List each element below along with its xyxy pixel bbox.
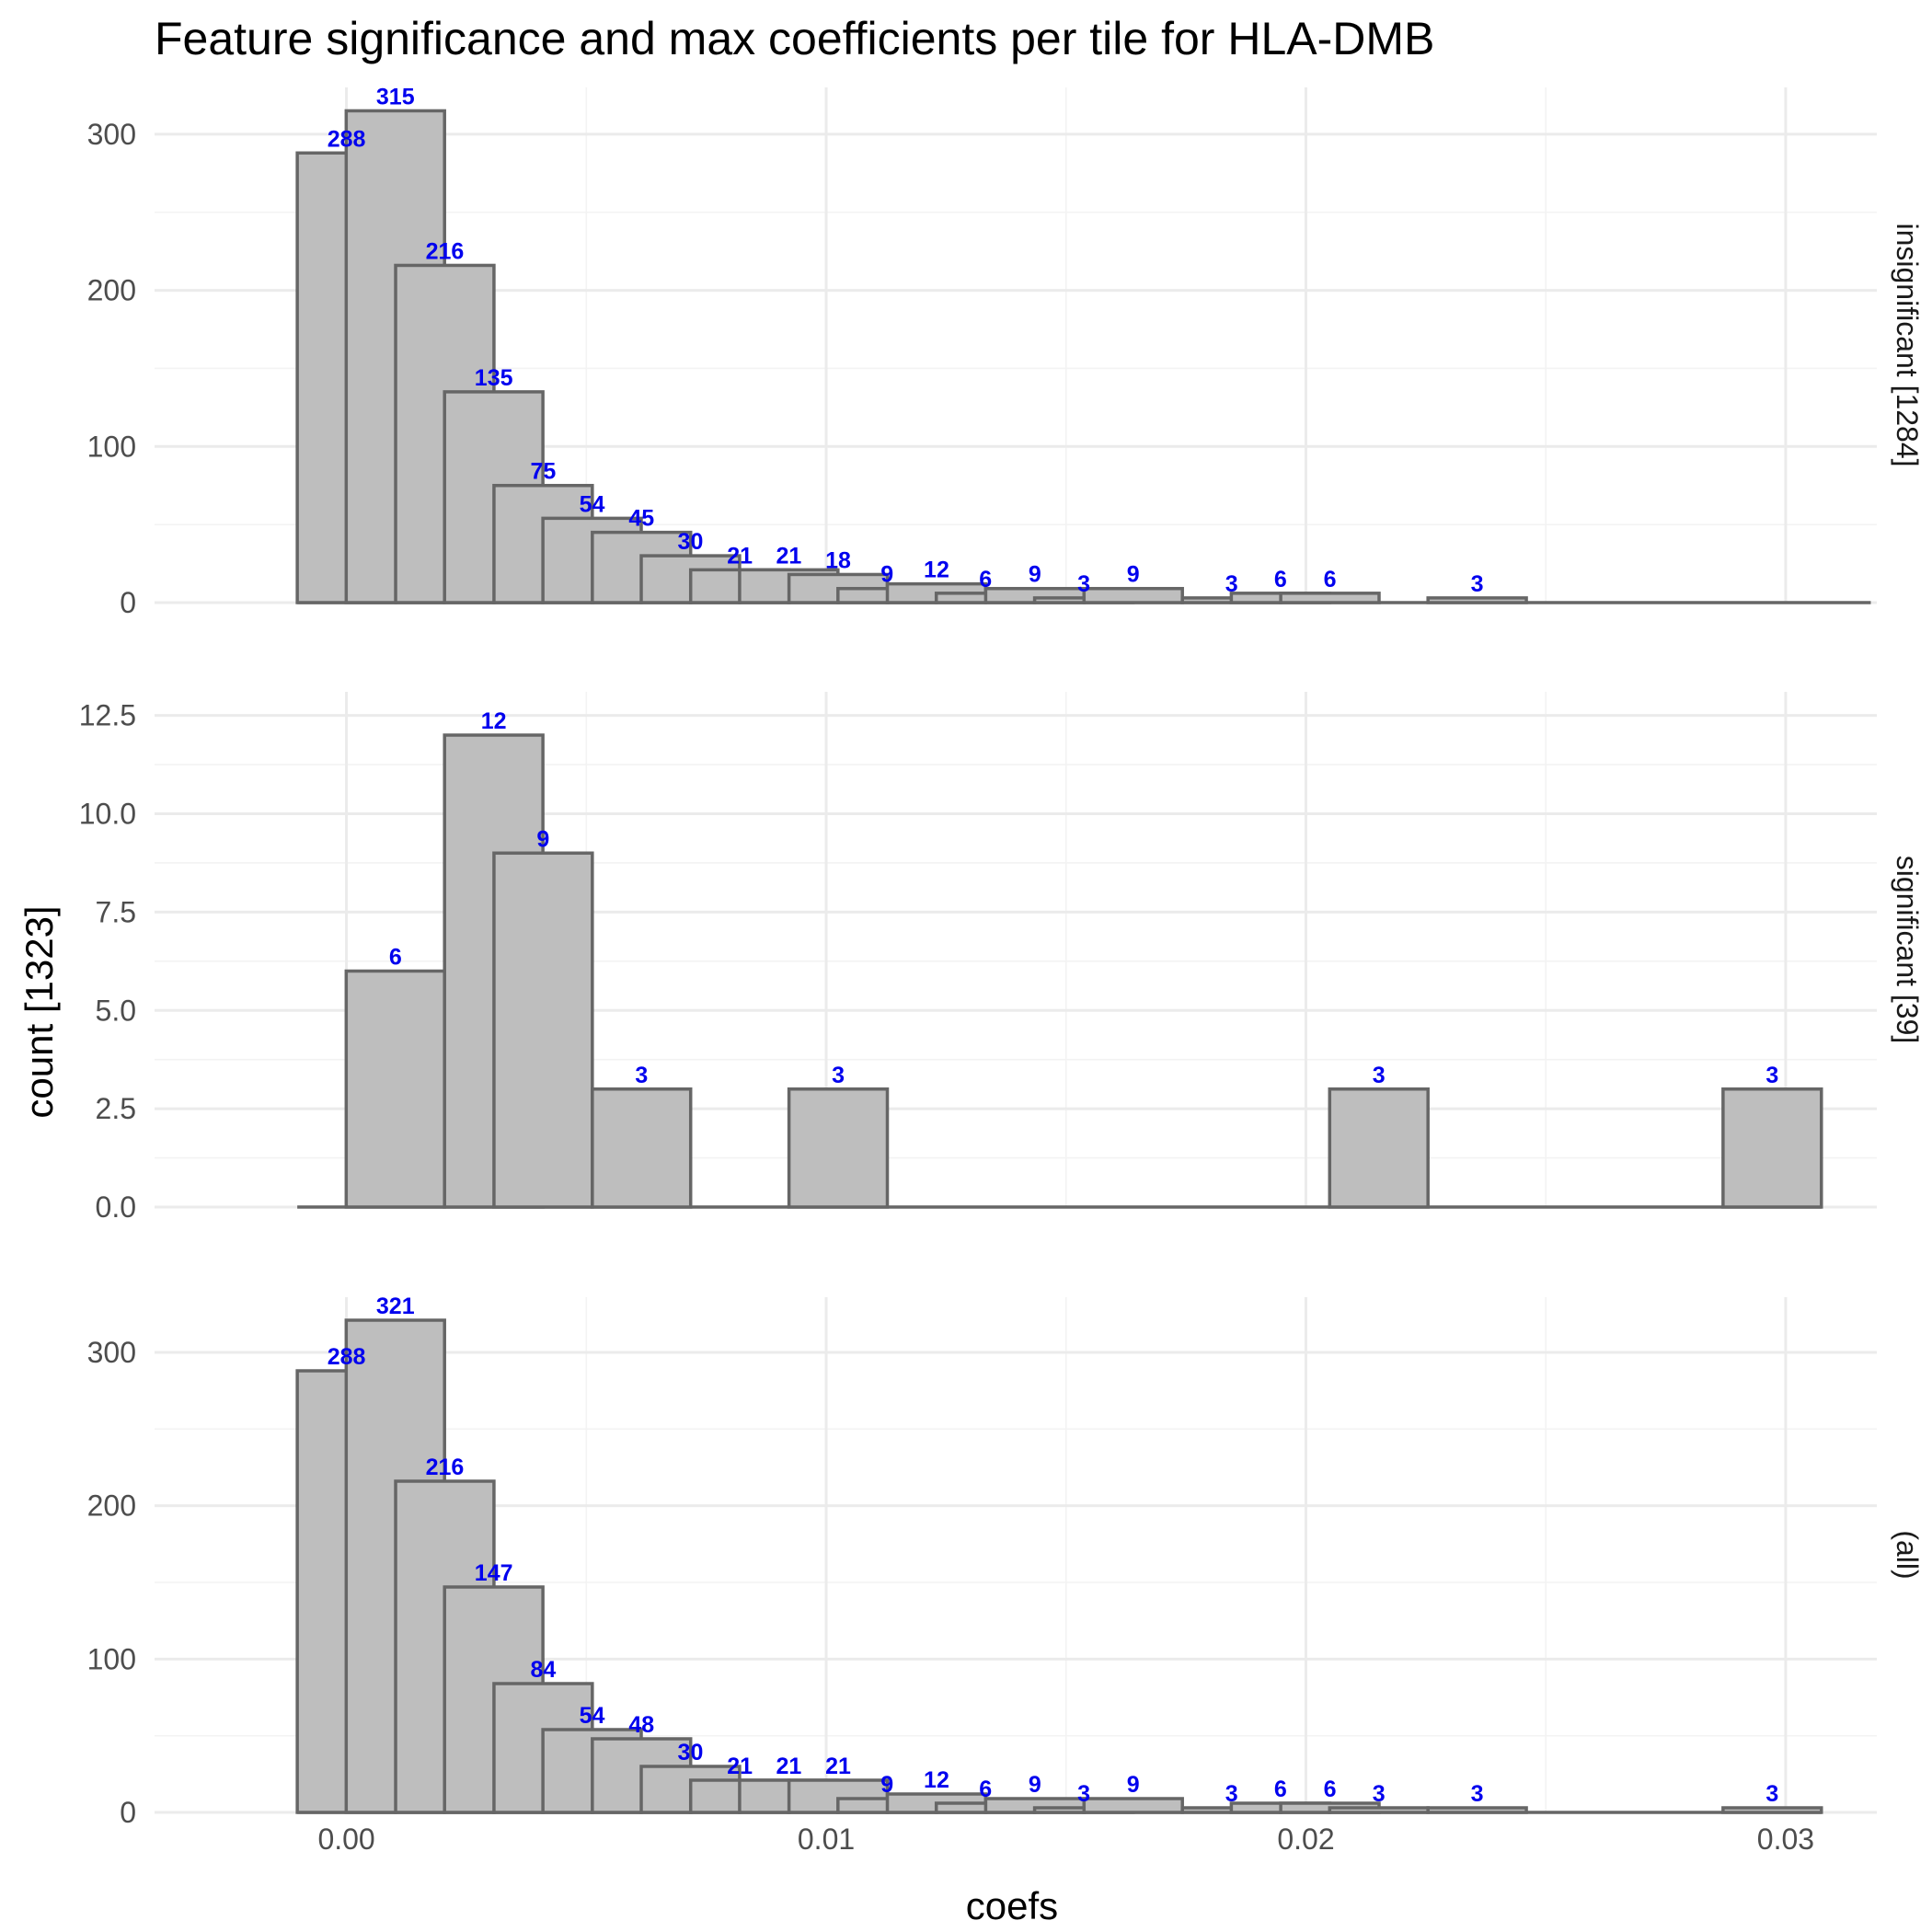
x-tick-label: 0.02 — [1277, 1823, 1334, 1856]
bar-count-label: 30 — [678, 529, 704, 555]
bar-count-label: 3 — [1765, 1781, 1778, 1807]
histogram-bar — [1279, 592, 1381, 604]
y-axis-title: count [1323] — [17, 905, 61, 1118]
histogram-bar — [1721, 1806, 1823, 1814]
bar-count-label: 12 — [481, 708, 507, 734]
bar-count-label: 9 — [880, 1772, 893, 1798]
bar-count-label: 6 — [979, 567, 992, 592]
bar-count-label: 21 — [727, 1754, 753, 1779]
histogram-bar — [492, 851, 594, 1209]
x-axis-title: coefs — [966, 1884, 1058, 1927]
y-tick-label: 5.0 — [96, 994, 136, 1027]
bar-count-label: 54 — [580, 491, 605, 517]
x-tick-label: 0.01 — [798, 1823, 855, 1856]
bar-count-label: 9 — [1127, 562, 1140, 588]
bar-count-label: 3 — [1225, 571, 1238, 597]
bar-count-label: 288 — [328, 126, 366, 152]
facet-strip-label: insignificant [1284] — [1891, 223, 1924, 466]
x-tick-label: 0.00 — [317, 1823, 374, 1856]
bar-count-label: 54 — [580, 1703, 605, 1729]
histogram-bar — [1426, 1806, 1528, 1814]
histogram-bar — [591, 1087, 693, 1209]
bar-count-label: 288 — [328, 1344, 366, 1370]
bar-count-label: 321 — [376, 1294, 415, 1319]
bar-count-label: 45 — [628, 506, 654, 532]
facet-strip-label: (all) — [1891, 1530, 1924, 1579]
histogram-bar — [1082, 586, 1184, 604]
y-tick-label: 300 — [87, 1336, 136, 1369]
bar-count-label: 3 — [1373, 1781, 1386, 1807]
histogram-bar — [1082, 1797, 1184, 1814]
bar-count-label: 3 — [832, 1063, 845, 1088]
bar-count-label: 216 — [426, 1455, 465, 1480]
bar-count-label: 6 — [389, 945, 402, 971]
y-tick-label: 100 — [87, 430, 136, 463]
facet-panel: 0.0 2.5 5.0 7.5 10.0 12.5 6 12 9 3 3 3 3 significant … — [79, 692, 1924, 1224]
facet-panel: 0 100 200 300 288 315 216 135 75 54 45 30 21 21 18 9 12 6… — [87, 84, 1924, 619]
bar-count-label: 3 — [635, 1063, 648, 1088]
bar-count-label: 12 — [924, 558, 949, 583]
histogram-bar — [1721, 1087, 1823, 1209]
bar-count-label: 6 — [1324, 1777, 1337, 1802]
histogram-bar — [787, 1087, 890, 1209]
bar-count-label: 315 — [376, 84, 415, 109]
bar-count-label: 6 — [1274, 567, 1287, 592]
facet-strip-label: significant [39] — [1891, 856, 1924, 1044]
bar-count-label: 3 — [1077, 1781, 1090, 1807]
bar-count-label: 147 — [475, 1560, 513, 1586]
bar-count-label: 6 — [1324, 567, 1337, 592]
bar-count-label: 21 — [776, 1754, 801, 1779]
y-tick-label: 200 — [87, 1489, 136, 1523]
y-tick-label: 200 — [87, 274, 136, 307]
bar-count-label: 48 — [628, 1712, 654, 1738]
bar-count-label: 9 — [880, 562, 893, 588]
histogram-bar — [1328, 1087, 1430, 1209]
bar-count-label: 84 — [530, 1657, 556, 1683]
bar-count-label: 21 — [825, 1754, 851, 1779]
y-tick-label: 100 — [87, 1642, 136, 1675]
bar-count-label: 3 — [1077, 571, 1090, 597]
bar-count-label: 3 — [1765, 1063, 1778, 1088]
bar-count-label: 3 — [1471, 1781, 1484, 1807]
bar-count-label: 9 — [1029, 562, 1041, 588]
y-tick-label: 0.0 — [96, 1190, 136, 1224]
bar-count-label: 21 — [776, 543, 801, 569]
bar-count-label: 6 — [1274, 1777, 1287, 1802]
y-tick-label: 12.5 — [79, 699, 136, 732]
y-tick-label: 7.5 — [96, 895, 136, 928]
bar-count-label: 12 — [924, 1767, 949, 1793]
histogram-bar — [1426, 596, 1528, 604]
bar-count-label: 9 — [1029, 1772, 1041, 1798]
y-tick-label: 0 — [120, 1796, 136, 1829]
bar-count-label: 3 — [1225, 1781, 1238, 1807]
x-tick-label: 0.03 — [1757, 1823, 1814, 1856]
x-axis: 0.00 0.01 0.02 0.03 — [317, 1823, 1814, 1856]
bar-count-label: 30 — [678, 1740, 704, 1765]
bar-count-label: 75 — [530, 459, 556, 485]
bar-count-label: 3 — [1471, 571, 1484, 597]
histogram-bar — [1328, 1806, 1430, 1814]
histogram-bar — [344, 969, 446, 1209]
bar-count-label: 18 — [825, 547, 851, 573]
bar-count-label: 6 — [979, 1777, 992, 1802]
y-tick-label: 2.5 — [96, 1092, 136, 1125]
bar-count-label: 135 — [475, 365, 513, 391]
bar-count-label: 216 — [426, 238, 465, 264]
y-tick-label: 300 — [87, 118, 136, 151]
bar-count-label: 9 — [536, 826, 549, 852]
y-tick-label: 10.0 — [79, 798, 136, 831]
chart-title: Feature significance and max coefficient… — [155, 13, 1434, 64]
bar-count-label: 21 — [727, 543, 753, 569]
bar-count-label: 9 — [1127, 1772, 1140, 1798]
y-tick-label: 0 — [120, 586, 136, 619]
facet-panel: 0 100 200 300 288 321 216 147 84 54 48 30 21 21 21 9 12 6… — [87, 1294, 1924, 1829]
bar-count-label: 3 — [1373, 1063, 1386, 1088]
